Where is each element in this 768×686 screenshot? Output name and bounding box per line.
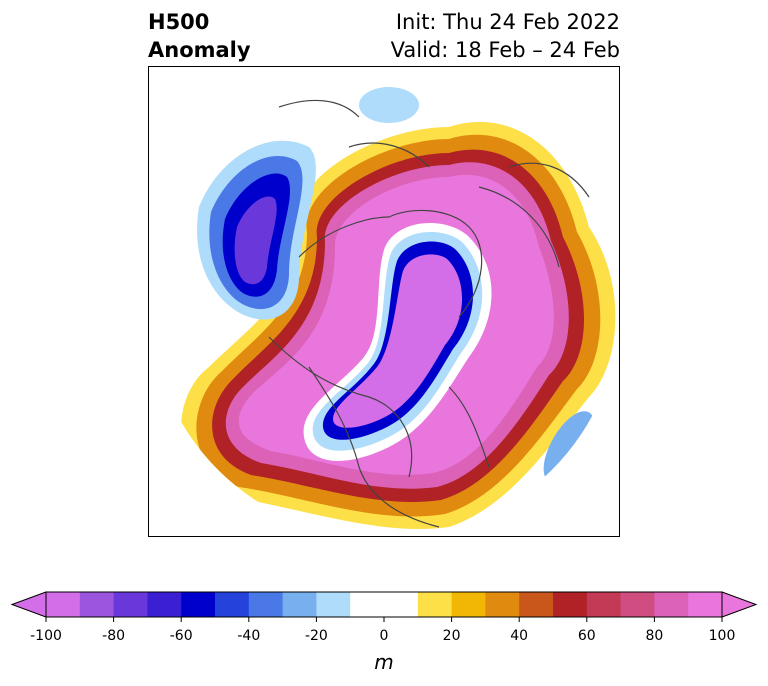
colorbar-segment (215, 592, 250, 617)
colorbar-segment (350, 592, 385, 617)
colorbar-tick-label: 60 (577, 628, 596, 644)
colorbar-segment (316, 592, 351, 617)
colorbar-tick-label: 80 (645, 628, 664, 644)
colorbar-tick-label: 20 (442, 628, 461, 644)
colorbar-extend-low (10, 591, 47, 618)
east-blue-patch (543, 411, 595, 483)
colorbar-segment (248, 592, 284, 617)
title-field-type: Anomaly (148, 38, 251, 62)
colorbar-segment (519, 592, 554, 617)
colorbar-segment (485, 592, 520, 617)
colorbar-segment (586, 592, 622, 617)
colorbar-segment (79, 592, 115, 617)
colorbar-tick-label: -60 (169, 628, 193, 644)
colorbar-tick-label: 0 (379, 628, 389, 644)
colorbar-segment (654, 592, 689, 617)
colorbar-segment (147, 592, 182, 617)
colorbar-tick-label: -100 (30, 628, 62, 644)
anomaly-map (181, 87, 616, 530)
colorbar-segment (451, 592, 486, 617)
colorbar-segment (282, 592, 317, 617)
colorbar-unit-label: m (374, 650, 394, 674)
colorbar (10, 591, 758, 622)
colorbar-segment (113, 592, 148, 617)
negative-anomaly-fill (333, 254, 463, 428)
title-init: Init: Thu 24 Feb 2022 (395, 10, 620, 34)
colorbar-segment (417, 592, 453, 617)
west-coast-negative-center (234, 196, 277, 285)
colorbar-segment (620, 592, 655, 617)
colorbar-segment (46, 592, 81, 617)
colorbar-segment (384, 592, 419, 617)
coastlines (268, 99, 590, 528)
title-valid: Valid: 18 Feb – 24 Feb (390, 38, 620, 62)
colorbar-tick-label: -80 (102, 628, 126, 644)
colorbar-tick-label: -40 (237, 628, 261, 644)
title-left: H500 Anomaly (148, 8, 251, 64)
colorbar-tick-label: -20 (304, 628, 328, 644)
colorbar-tick-label: 40 (510, 628, 529, 644)
title-field-name: H500 (148, 10, 210, 34)
colorbar-segment (181, 592, 216, 617)
colorbar-segment (553, 592, 588, 617)
north-blue-patch (359, 87, 419, 123)
colorbar-extend-high (721, 591, 758, 618)
colorbar-tick-label: 100 (708, 628, 736, 644)
map-panel (148, 66, 620, 537)
title-right: Init: Thu 24 Feb 2022 Valid: 18 Feb – 24… (391, 8, 620, 64)
colorbar-segment (688, 592, 723, 617)
